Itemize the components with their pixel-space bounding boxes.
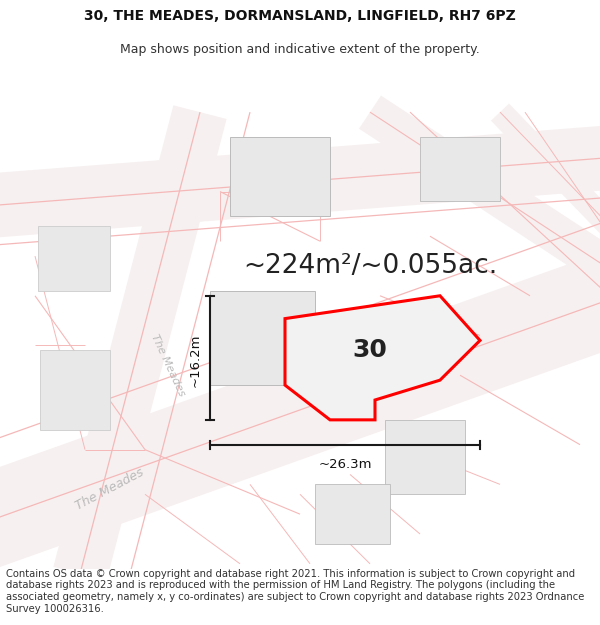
Polygon shape [230, 137, 330, 216]
Polygon shape [53, 105, 227, 581]
Polygon shape [0, 124, 600, 239]
Text: The Meades: The Meades [74, 466, 146, 512]
Text: ~224m²/~0.055ac.: ~224m²/~0.055ac. [243, 253, 497, 279]
Polygon shape [420, 137, 500, 201]
Polygon shape [38, 226, 110, 291]
Polygon shape [491, 104, 600, 245]
Polygon shape [285, 296, 480, 420]
Text: Map shows position and indicative extent of the property.: Map shows position and indicative extent… [120, 42, 480, 56]
Polygon shape [40, 351, 110, 430]
Text: ~16.2m: ~16.2m [188, 334, 202, 387]
Text: 30: 30 [353, 338, 388, 362]
Text: Contains OS data © Crown copyright and database right 2021. This information is : Contains OS data © Crown copyright and d… [6, 569, 584, 614]
Text: The Meades: The Meades [149, 332, 187, 398]
Text: 30, THE MEADES, DORMANSLAND, LINGFIELD, RH7 6PZ: 30, THE MEADES, DORMANSLAND, LINGFIELD, … [84, 9, 516, 23]
Polygon shape [359, 96, 600, 292]
Polygon shape [210, 291, 315, 385]
Polygon shape [315, 484, 390, 544]
Polygon shape [385, 420, 465, 494]
Text: ~26.3m: ~26.3m [318, 458, 372, 471]
Polygon shape [0, 251, 600, 569]
